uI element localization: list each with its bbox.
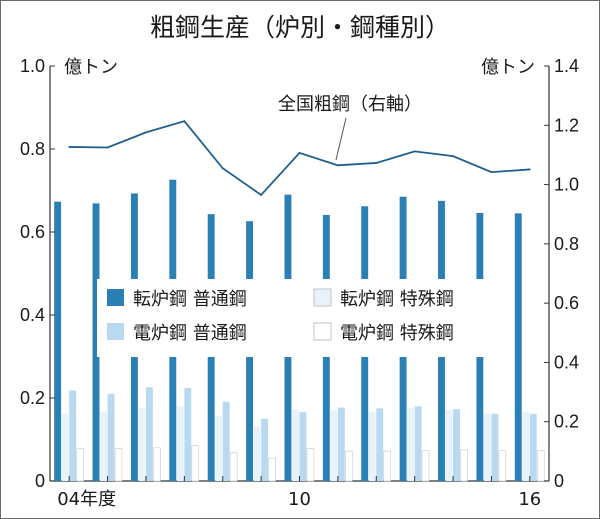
- right-tick-label: 1.0: [554, 175, 579, 195]
- chart-title: 粗鋼生産（炉別・鋼種別）: [150, 13, 450, 42]
- bar-2-2005: [107, 393, 115, 481]
- line-point-2013: [413, 150, 416, 153]
- line-point-2007: [183, 120, 186, 123]
- line-point-2015: [490, 171, 493, 174]
- bar-1-2011: [330, 410, 338, 481]
- bar-1-2009: [253, 427, 261, 481]
- right-tick-label: 0.4: [554, 352, 579, 372]
- legend-swatch-2: [107, 323, 124, 340]
- legend-label-0: 転炉鋼 普通鋼: [133, 289, 247, 310]
- line-point-2005: [106, 146, 109, 149]
- bar-2-2008: [222, 401, 230, 481]
- line-point-2012: [375, 162, 378, 164]
- annotation-leader: [335, 117, 347, 161]
- bar-3-2006: [153, 447, 161, 482]
- legend-swatch-0: [107, 289, 124, 306]
- bar-2-2015: [491, 413, 499, 481]
- line-point-2004: [68, 146, 71, 148]
- bar-1-2016: [522, 411, 530, 481]
- line-point-2006: [145, 131, 147, 134]
- bar-3-2008: [229, 452, 238, 482]
- bar-2-2006: [145, 387, 153, 481]
- bar-3-2005: [114, 448, 123, 482]
- left-tick-label: 0.6: [20, 222, 45, 242]
- bar-3-2013: [421, 450, 430, 482]
- left-tick-label: 1.0: [20, 56, 45, 76]
- legend-label-3: 電炉鋼 特殊鋼: [340, 323, 454, 344]
- bar-0-2016: [514, 213, 522, 481]
- legend-label-2: 電炉鋼 普通鋼: [133, 323, 247, 344]
- line-point-2011: [336, 164, 339, 167]
- right-axis-unit: 億トン: [481, 57, 535, 78]
- x-tick-label: 10: [288, 489, 311, 510]
- bar-3-2009: [268, 457, 276, 482]
- left-tick-label: 0.4: [20, 305, 45, 325]
- right-tick-label: 0.2: [554, 412, 579, 432]
- legend-box: [97, 279, 507, 357]
- legend-swatch-3: [313, 322, 332, 341]
- line-point-2014: [452, 155, 454, 158]
- bar-0-2004: [54, 201, 62, 481]
- bar-2-2016: [529, 413, 537, 481]
- bar-3-2011: [345, 450, 353, 482]
- bar-2-2012: [376, 408, 384, 482]
- bar-2-2007: [184, 388, 192, 481]
- right-tick-label: 0: [554, 471, 564, 491]
- bar-2-2004: [69, 390, 77, 481]
- line-annotation: 全国粗鋼（右軸）: [278, 94, 422, 115]
- bar-2-2014: [453, 409, 460, 481]
- bar-3-2004: [76, 448, 84, 482]
- bar-1-2006: [138, 407, 146, 481]
- bar-1-2005: [100, 411, 107, 481]
- bar-1-2015: [483, 413, 491, 481]
- left-tick-label: 0: [35, 471, 45, 491]
- bar-2-2010: [299, 412, 307, 481]
- bar-2-2011: [337, 407, 345, 481]
- bar-1-2014: [445, 410, 453, 481]
- bar-3-2016: [537, 450, 545, 482]
- line-point-2016: [528, 168, 531, 171]
- bar-3-2007: [191, 445, 200, 482]
- bar-3-2010: [306, 448, 315, 482]
- left-tick-label: 0.2: [20, 388, 45, 408]
- right-tick-label: 0.8: [554, 234, 579, 254]
- line-series: [69, 120, 530, 197]
- right-tick-label: 0.6: [554, 293, 579, 313]
- x-tick-label: 16: [518, 489, 541, 510]
- bar-2-2009: [261, 418, 269, 481]
- bar-1-2010: [292, 409, 299, 481]
- legend-swatch-1: [313, 288, 332, 307]
- tick-group: 0 0.2 0.4 0.6 0.8 1.0 0 0.2 0.4 0.6 0.8 1.0 1.2 1.4 04…: [20, 56, 579, 510]
- bar-1-2008: [215, 416, 223, 481]
- line-point-2009: [260, 194, 263, 196]
- bar-1-2004: [61, 413, 69, 481]
- bar-1-2007: [176, 406, 184, 481]
- line-point-2008: [221, 167, 224, 170]
- line-group: [68, 120, 531, 197]
- x-tick-label: 04年度: [57, 489, 116, 510]
- bar-0-2005: [92, 203, 100, 481]
- bar-2-2013: [414, 406, 422, 481]
- bar-3-2014: [460, 449, 468, 482]
- left-axis-unit: 億トン: [64, 57, 118, 78]
- legend-label-1: 転炉鋼 特殊鋼: [340, 289, 454, 310]
- bar-3-2012: [383, 450, 391, 482]
- bar-3-2015: [498, 450, 507, 482]
- right-tick-label: 1.4: [554, 56, 579, 76]
- right-tick-label: 1.2: [554, 115, 579, 135]
- bar-1-2012: [368, 411, 376, 481]
- line-point-2010: [298, 151, 301, 154]
- bar-1-2013: [407, 407, 415, 481]
- left-tick-label: 0.8: [20, 139, 45, 159]
